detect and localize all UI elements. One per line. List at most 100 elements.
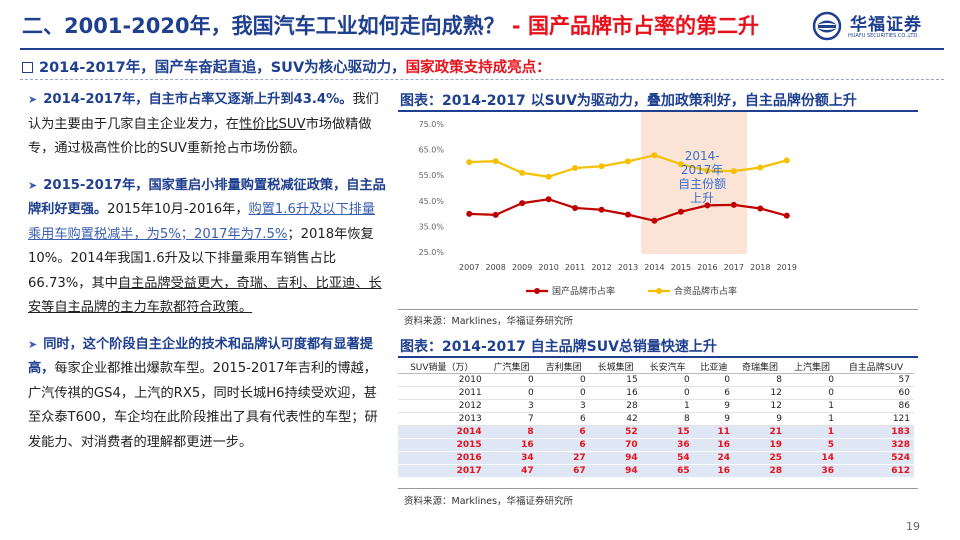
series-1-point	[677, 208, 684, 215]
series-1-point	[651, 217, 658, 224]
table-cell: 6	[537, 412, 590, 426]
series-1-point	[625, 211, 631, 218]
table-cell: 612	[837, 464, 914, 478]
y-tick-label: 45.0%	[419, 197, 445, 206]
table-cell: 7	[485, 412, 538, 426]
series-2-point	[677, 161, 684, 168]
table-cell: 21	[733, 425, 786, 439]
x-tick-label: 2013	[618, 263, 638, 272]
table-cell: 2016	[398, 451, 486, 465]
figure-1-rule	[398, 110, 918, 112]
series-2-point	[704, 167, 711, 174]
x-tick-label: 2009	[512, 263, 532, 272]
series-2-point	[730, 168, 737, 175]
table-cell: 14	[785, 451, 838, 465]
y-tick-label: 65.0%	[419, 146, 445, 155]
point-2-text-b: ；2018年恢复10%。2014年我国1.6升及以下排量乘用车销售占比66.73…	[28, 226, 374, 291]
table-cell: 16	[693, 464, 734, 478]
table-cell: 2017	[398, 464, 486, 478]
table-row: 2013 7 6 42 8 9 9 1 121	[398, 412, 914, 426]
series-2-point	[598, 163, 605, 170]
table-cell: 328	[837, 438, 914, 452]
table-cell: 34	[485, 451, 538, 465]
column-header: 广汽集团	[485, 360, 538, 374]
table-cell: 2012	[398, 399, 486, 413]
table-cell: 0	[485, 373, 538, 387]
table-cell: 9	[733, 412, 786, 426]
figure-2-rule	[398, 356, 918, 358]
title-rule	[20, 48, 944, 50]
subtitle-highlight: 国家政策支持成亮点：	[405, 60, 551, 76]
point-2-text-a: 2015年10月-2016年，	[107, 202, 249, 217]
x-tick-label: 2010	[538, 263, 558, 272]
series-2-point	[572, 165, 579, 172]
series-2-point	[625, 158, 631, 165]
column-header: 自主品牌SUV	[837, 360, 914, 374]
y-tick-label: 25.0%	[419, 248, 445, 257]
series-1-point	[519, 200, 526, 207]
figure-2-title: 图表：2014-2017 自主品牌SUV总销量快速上升	[400, 339, 717, 355]
page-number: 19	[906, 520, 920, 533]
table-cell: 1	[785, 425, 838, 439]
table-header-row: SUV销量（万） 广汽集团 吉利集团 长城集团 长安汽车 比亚迪 奇瑞集团 上汽集团 自主品牌S…	[398, 360, 914, 374]
column-header: 吉利集团	[537, 360, 590, 374]
table-cell: 0	[641, 373, 694, 387]
table-cell: 0	[537, 373, 590, 387]
table-cell: 12	[733, 399, 786, 413]
column-header: 长城集团	[589, 360, 642, 374]
table-cell: 42	[589, 412, 642, 426]
table-cell: 12	[733, 386, 786, 400]
logo-mark-icon	[812, 11, 842, 41]
figure-1-source: 资料来源：Marklines，华福证券研究所	[404, 316, 574, 327]
x-tick-label: 2017	[724, 263, 744, 272]
table-cell: 524	[837, 451, 914, 465]
table-cell: 8	[485, 425, 538, 439]
table-cell: 0	[785, 386, 838, 400]
point-1-headline: 2014-2017年，自主市占率又逐渐上升到43.4%。	[43, 92, 353, 107]
subtitle-main: 2014-2017年，国产车奋起直追，SUV为核心驱动力，	[39, 60, 406, 76]
table-row: 2017 47 67 94 65 16 28 36 612	[398, 464, 914, 478]
series-2-point	[545, 173, 552, 180]
title-main: 二、2001-2020年，我国汽车工业如何走向成熟？	[22, 14, 505, 38]
figure-1-bottom-rule	[398, 309, 918, 310]
table-cell: 1	[641, 399, 694, 413]
title-separator: -	[504, 14, 528, 38]
point-3-headline: 同时，这个阶段自主企业的技术和品牌认可度都有显著提高，	[28, 336, 373, 377]
table-cell: 9	[693, 399, 734, 413]
table-cell: 65	[641, 464, 694, 478]
highlight-band	[641, 112, 748, 254]
table-cell: 6	[537, 425, 590, 439]
series-1-point	[572, 204, 579, 211]
x-tick-label: 2015	[671, 263, 691, 272]
table-cell: 0	[485, 386, 538, 400]
table-cell: 47	[485, 464, 538, 478]
square-bullet-icon	[22, 62, 33, 73]
table-cell: 1	[785, 399, 838, 413]
table-cell: 94	[589, 464, 642, 478]
dashed-divider	[20, 79, 944, 80]
table-cell: 8	[641, 412, 694, 426]
table-row: 2012 3 3 28 1 9 12 1 86	[398, 399, 914, 413]
table-cell: 15	[589, 373, 642, 387]
table-cell: 94	[589, 451, 642, 465]
point-2-headline: 2015-2017年，国家重启小排量购置税减征政策，自主品牌利好更强。	[28, 177, 386, 218]
table-cell: 8	[733, 373, 786, 387]
table-cell: 67	[537, 464, 590, 478]
series-1-point	[492, 211, 499, 218]
series-2-point	[466, 159, 473, 166]
table-cell: 2014	[398, 425, 486, 439]
table-cell: 16	[485, 438, 538, 452]
table-row: 2010 0 0 15 0 0 8 0 57	[398, 373, 914, 387]
y-tick-label: 55.0%	[419, 171, 445, 180]
x-tick-label: 2014	[644, 263, 664, 272]
x-tick-label: 2011	[565, 263, 585, 272]
series-1-point	[757, 205, 764, 212]
column-header: SUV销量（万）	[398, 360, 486, 374]
table-cell: 28	[733, 464, 786, 478]
x-tick-label: 2019	[777, 263, 797, 272]
column-header: 奇瑞集团	[733, 360, 786, 374]
page-title: 二、2001-2020年，我国汽车工业如何走向成熟？ - 国产品牌市占率的第二升	[22, 10, 759, 40]
table-cell: 36	[785, 464, 838, 478]
legend-marker-2	[656, 288, 662, 294]
table-row: 2015 16 6 70 36 16 19 5 328	[398, 438, 914, 452]
